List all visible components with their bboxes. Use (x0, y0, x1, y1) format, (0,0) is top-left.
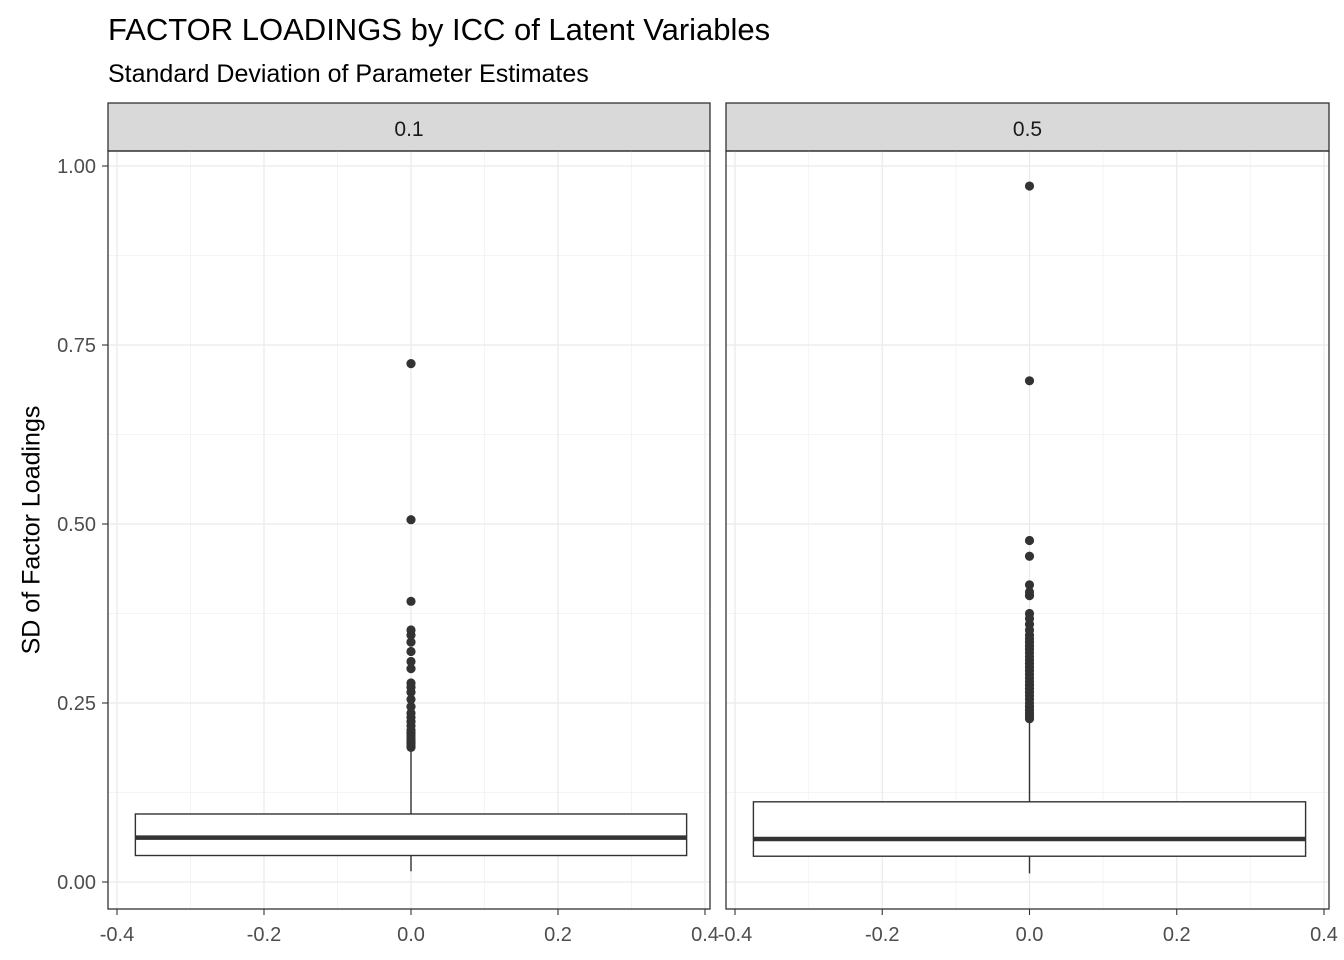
facet-strip-label: 0.1 (394, 118, 423, 141)
outlier-point (1024, 181, 1035, 191)
panel-border (107, 150, 711, 910)
outlier-point (406, 708, 416, 718)
outlier-point (406, 359, 416, 369)
facet-panel-0.1: 0.1 -0.4 -0.2 0.0 0.2 0.4 (100, 102, 719, 946)
x-tick-label: 0.4 (1310, 924, 1338, 946)
outlier-point (406, 701, 416, 712)
outlier-point (406, 656, 416, 667)
outlier-point (406, 625, 416, 635)
facet-strip-label: 0.5 (1013, 118, 1042, 141)
x-tick-label: 0.0 (1016, 924, 1044, 946)
outlier-point (1024, 580, 1035, 590)
outlier-point (406, 664, 416, 674)
outlier-point (1024, 535, 1035, 546)
x-tick-label: -0.4 (718, 924, 752, 946)
outlier-point (1024, 587, 1035, 597)
box-iqr (134, 813, 688, 857)
y-tick-label: 0.00 (57, 872, 96, 894)
box-iqr (752, 801, 1307, 857)
outlier-point (1024, 608, 1035, 619)
panel-border (725, 150, 1330, 910)
y-tick-label: 1.00 (57, 156, 96, 178)
outlier-point (406, 678, 416, 688)
outlier-point (1024, 376, 1035, 386)
x-tick-label: -0.2 (865, 924, 899, 946)
chart-subtitle: Standard Deviation of Parameter Estimate… (108, 60, 589, 88)
x-tick-label: 0.2 (1163, 924, 1191, 946)
outlier-point (406, 596, 416, 606)
outlier-point (406, 694, 416, 705)
outlier-point (1024, 551, 1035, 561)
y-tick-label: 0.25 (57, 693, 96, 715)
chart-title: FACTOR LOADINGS by ICC of Latent Variabl… (108, 12, 771, 47)
outlier-point (406, 646, 416, 657)
x-tick-label: -0.4 (100, 924, 134, 946)
y-axis: 0.00 0.25 0.50 0.75 1.00 (57, 156, 108, 894)
y-tick-label: 0.75 (57, 335, 96, 357)
x-tick-label: 0.2 (544, 924, 572, 946)
outlier-point (406, 637, 416, 647)
facet-strip (725, 102, 1330, 152)
facet-strip (107, 102, 711, 152)
outlier-point (406, 515, 416, 525)
facet-panel-0.5: 0.5 -0.4 -0.2 0.0 0.2 0.4 (718, 102, 1338, 946)
x-tick-label: -0.2 (247, 924, 281, 946)
y-tick-label: 0.50 (57, 514, 96, 536)
x-tick-label: 0.4 (691, 924, 719, 946)
x-tick-label: 0.0 (397, 924, 425, 946)
